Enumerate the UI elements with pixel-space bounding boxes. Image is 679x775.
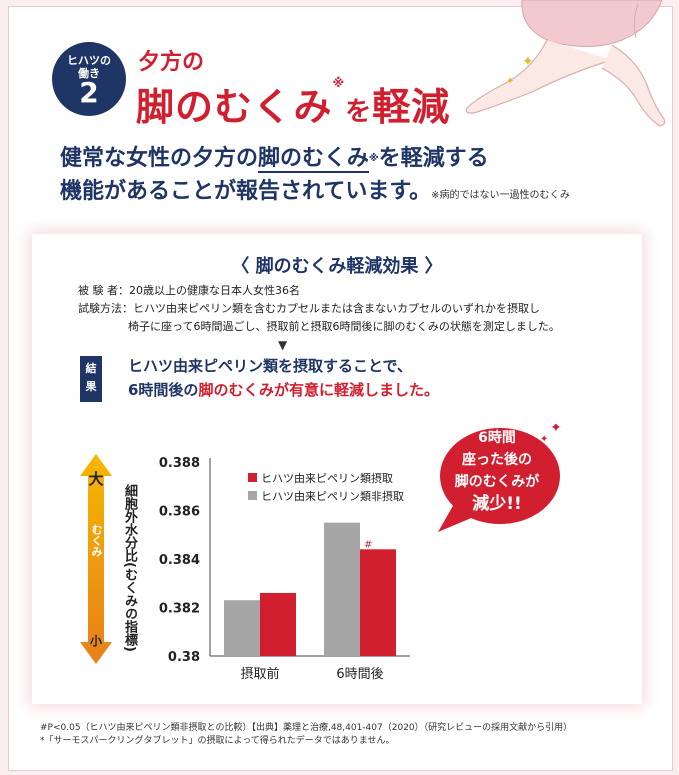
- bubble-line4: 減少!!: [472, 494, 522, 514]
- legend-label: ヒハツ由来ピペリン類摂取: [261, 471, 393, 485]
- result-text: ヒハツ由来ピペリン類を摂取することで、 6時間後の脚のむくみが有意に軽減しました…: [128, 354, 439, 402]
- method-line2: 椅子に座って6時間過ごし、摂取前と摂取6時間後に脚のむくみの状態を測定しました。: [128, 320, 560, 333]
- bubble-text: 6時間 座った後の 脚のむくみが 減少!!: [432, 427, 562, 516]
- down-arrow-icon: ▼: [278, 338, 288, 352]
- y-tick-label: 0.384: [159, 553, 200, 568]
- intro-part-a: 健常な女性の夕方の: [60, 146, 259, 171]
- intro-highlight: 脚のむくみ: [258, 146, 369, 173]
- intro-note: ※病的ではない一過性のむくみ: [431, 190, 570, 201]
- scale-big-label: 大: [88, 470, 104, 488]
- legend-swatch: [248, 473, 257, 482]
- swelling-scale-arrow: [80, 454, 112, 664]
- footnotes: #P<0.05（ヒハツ由来ピペリン類非摂取との比較）【出典】薬理と治療,48,4…: [40, 722, 572, 748]
- title-main: 脚のむくみ: [136, 85, 333, 129]
- title-mark: ※: [332, 76, 346, 90]
- bar: [360, 549, 396, 656]
- svg-text:✦: ✦: [522, 54, 534, 70]
- intro-part-c: を軽減する: [378, 146, 489, 171]
- bubble-line3: 脚のむくみが: [454, 474, 540, 490]
- panel-title: 〈 脚のむくみ軽減効果 〉: [231, 256, 443, 277]
- effect-panel: 〈 脚のむくみ軽減効果 〉 被 験 者：20歳以上の健康な日本人女性36名 試験…: [32, 234, 642, 704]
- result-tag-2: 果: [85, 380, 97, 393]
- badge-mid-line: 働き: [78, 67, 100, 80]
- title-line1: 夕方の: [138, 50, 205, 75]
- badge-top-line: ヒハツの: [67, 54, 111, 67]
- bar: [260, 592, 296, 656]
- intro-text: 健常な女性の夕方の脚のむくみ※を軽減する 機能があることが報告されています。※病…: [60, 142, 570, 212]
- method-label: 試験方法：: [78, 302, 133, 315]
- svg-text:✦: ✦: [506, 76, 514, 87]
- y-tick-label: 0.386: [159, 505, 200, 520]
- result-line2a: 6時間後の: [128, 381, 199, 399]
- svg-text:✦: ✦: [550, 424, 562, 436]
- y-axis-label: 細胞外水分比(むくみの指標): [122, 484, 137, 652]
- result-tag-1: 結: [85, 362, 97, 375]
- legend-swatch: [248, 491, 257, 500]
- svg-text:✦: ✦: [540, 434, 548, 445]
- speech-bubble: ✦ ✦: [438, 424, 562, 532]
- subjects-label: 被 験 者：: [78, 284, 129, 297]
- feature-badge: ヒハツの 働き 2: [52, 42, 126, 116]
- legend-label: ヒハツ由来ピペリン類非摂取: [261, 489, 404, 503]
- y-tick-label: 0.388: [159, 456, 200, 471]
- subjects-value: 20歳以上の健康な日本人女性36名: [129, 284, 300, 297]
- scale-small-label: 小: [89, 634, 102, 648]
- badge-number: 2: [79, 76, 99, 109]
- bubble-line2: 座った後の: [462, 452, 532, 468]
- bubble-line1: 6時間: [478, 430, 516, 446]
- study-info: 被 験 者：20歳以上の健康な日本人女性36名 試験方法：ヒハツ由来ピペリン類を…: [78, 282, 560, 336]
- scale-mid-text: むくみ: [90, 524, 103, 557]
- bar-chart: 0.388 0.386 0.384 0.382 0.38 摂取前 6時間後 # ヒハツ由来ピペリ…: [159, 456, 410, 682]
- method-line1: ヒハツ由来ピペリン類を含むカプセルまたは含まないカプセルのいずれかを摂取し: [133, 302, 540, 315]
- result-line2b: 脚のむくみが有意に軽減しました。: [198, 381, 440, 399]
- footnote-2: *「サーモスパークリングタブレット」の摂取によって得られたデータではありません。: [40, 736, 395, 746]
- y-tick-label: 0.382: [159, 602, 200, 617]
- title-end: 軽減: [372, 85, 451, 129]
- page-title: 脚のむくみ※ を軽減: [136, 76, 450, 131]
- title-particle: を: [345, 97, 373, 127]
- bar: [324, 522, 360, 656]
- x-tick-label: 摂取前: [240, 666, 279, 682]
- footnote-1: #P<0.05（ヒハツ由来ピペリン類非摂取との比較）【出典】薬理と治療,48,4…: [40, 723, 573, 733]
- legs-illustration: ✦ ✦: [465, 0, 666, 127]
- result-tag: 結果: [80, 356, 102, 402]
- bar: [224, 600, 260, 656]
- scale-mid-label: むくみ: [82, 524, 110, 561]
- x-tick-label: 6時間後: [336, 667, 383, 682]
- significance-mark: #: [364, 539, 372, 550]
- y-tick-label: 0.38: [168, 650, 200, 665]
- intro-mark: ※: [368, 153, 379, 164]
- result-line1: ヒハツ由来ピペリン類を摂取することで、: [128, 357, 412, 375]
- intro-line2: 機能があることが報告されています。: [60, 179, 432, 204]
